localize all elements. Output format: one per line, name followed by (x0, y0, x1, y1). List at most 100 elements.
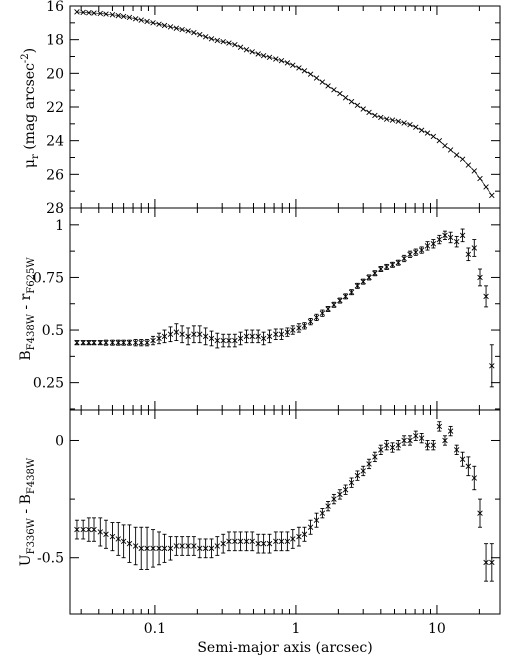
data-point (401, 120, 407, 126)
data-point (220, 333, 226, 348)
data-point (407, 435, 413, 446)
y-tick-label: 0.75 (33, 270, 64, 286)
data-point (220, 533, 226, 554)
data-point (418, 432, 425, 444)
data-point (372, 451, 378, 463)
data-point (372, 112, 378, 119)
data-point (115, 339, 122, 346)
data-point (138, 17, 144, 23)
data-point (296, 323, 302, 333)
data-point (395, 259, 402, 266)
series-panel-1 (74, 9, 495, 199)
data-point (337, 297, 343, 304)
data-point (284, 60, 291, 66)
data-point (459, 228, 466, 243)
data-point (237, 44, 244, 50)
data-point (407, 250, 413, 258)
data-point (325, 500, 331, 512)
panel-2-ylabel: BF438W - rF625W (18, 257, 37, 361)
data-point (232, 531, 238, 552)
data-point (249, 531, 255, 552)
data-point (273, 531, 279, 552)
data-point (442, 435, 448, 446)
data-point (453, 444, 460, 456)
data-point (453, 152, 460, 158)
panel-2-frame (69, 207, 501, 411)
data-point (226, 40, 232, 46)
data-point (126, 524, 133, 563)
data-point (208, 36, 215, 42)
data-point (313, 75, 320, 81)
data-point (372, 270, 378, 277)
data-point (465, 456, 472, 477)
data-point (465, 247, 472, 262)
x-axis-label: Semi-major axis (arcsec) (197, 640, 372, 656)
data-point (278, 57, 285, 64)
data-point (243, 47, 250, 53)
data-point (202, 327, 209, 346)
data-point (243, 531, 250, 552)
y-tick-label: 0.25 (33, 376, 64, 392)
data-point (208, 330, 215, 347)
series-panel-2 (74, 228, 495, 388)
data-point (197, 31, 203, 38)
data-point (115, 522, 122, 556)
data-point (442, 230, 448, 241)
data-point (243, 329, 250, 344)
data-point (202, 34, 209, 40)
data-point (430, 239, 437, 249)
y-tick-label: 18 (46, 33, 64, 49)
data-point (202, 538, 209, 559)
data-point (167, 536, 174, 561)
data-point (167, 24, 174, 30)
data-point (418, 246, 425, 254)
data-point (383, 263, 390, 270)
data-point (483, 543, 489, 582)
data-point (483, 184, 489, 190)
data-point (301, 526, 308, 542)
y-tick-label: -0.5 (37, 551, 64, 567)
data-point (167, 326, 174, 343)
data-point (161, 22, 168, 29)
data-point (208, 538, 215, 559)
data-point (156, 332, 162, 345)
data-point (109, 12, 116, 18)
panel-1-ylabel-sup: -2 (20, 53, 31, 63)
data-point (313, 313, 320, 322)
panel-3-frame (69, 409, 501, 615)
panel-3-ylabel: UF336W - BF438W (18, 457, 37, 566)
data-point (319, 309, 326, 317)
y-tick-label: 28 (46, 201, 64, 217)
data-point (103, 11, 109, 17)
data-point (232, 41, 238, 48)
data-point (97, 10, 104, 17)
data-point (383, 116, 390, 122)
data-point (266, 533, 273, 554)
data-point (191, 536, 197, 556)
data-point (424, 130, 431, 136)
data-point (144, 339, 150, 347)
data-point (471, 168, 478, 174)
data-point (179, 26, 185, 33)
data-point (185, 327, 191, 346)
data-point (150, 335, 156, 346)
data-point (191, 29, 197, 36)
data-point (144, 18, 150, 25)
data-point (413, 124, 419, 130)
data-point (348, 98, 355, 105)
data-point (120, 524, 127, 559)
data-point (337, 489, 343, 500)
panel-1-ylabel-close: ) (22, 48, 38, 53)
data-point (366, 458, 372, 470)
y-tick-label: 26 (46, 167, 64, 183)
data-point (132, 16, 139, 22)
data-point (395, 118, 402, 125)
data-point (197, 325, 203, 344)
y-tick-label: 1 (55, 218, 64, 234)
data-point (447, 147, 454, 153)
data-point (266, 54, 273, 61)
data-point (255, 533, 261, 554)
data-point (214, 37, 221, 44)
data-point (132, 339, 139, 347)
data-point (395, 440, 402, 451)
